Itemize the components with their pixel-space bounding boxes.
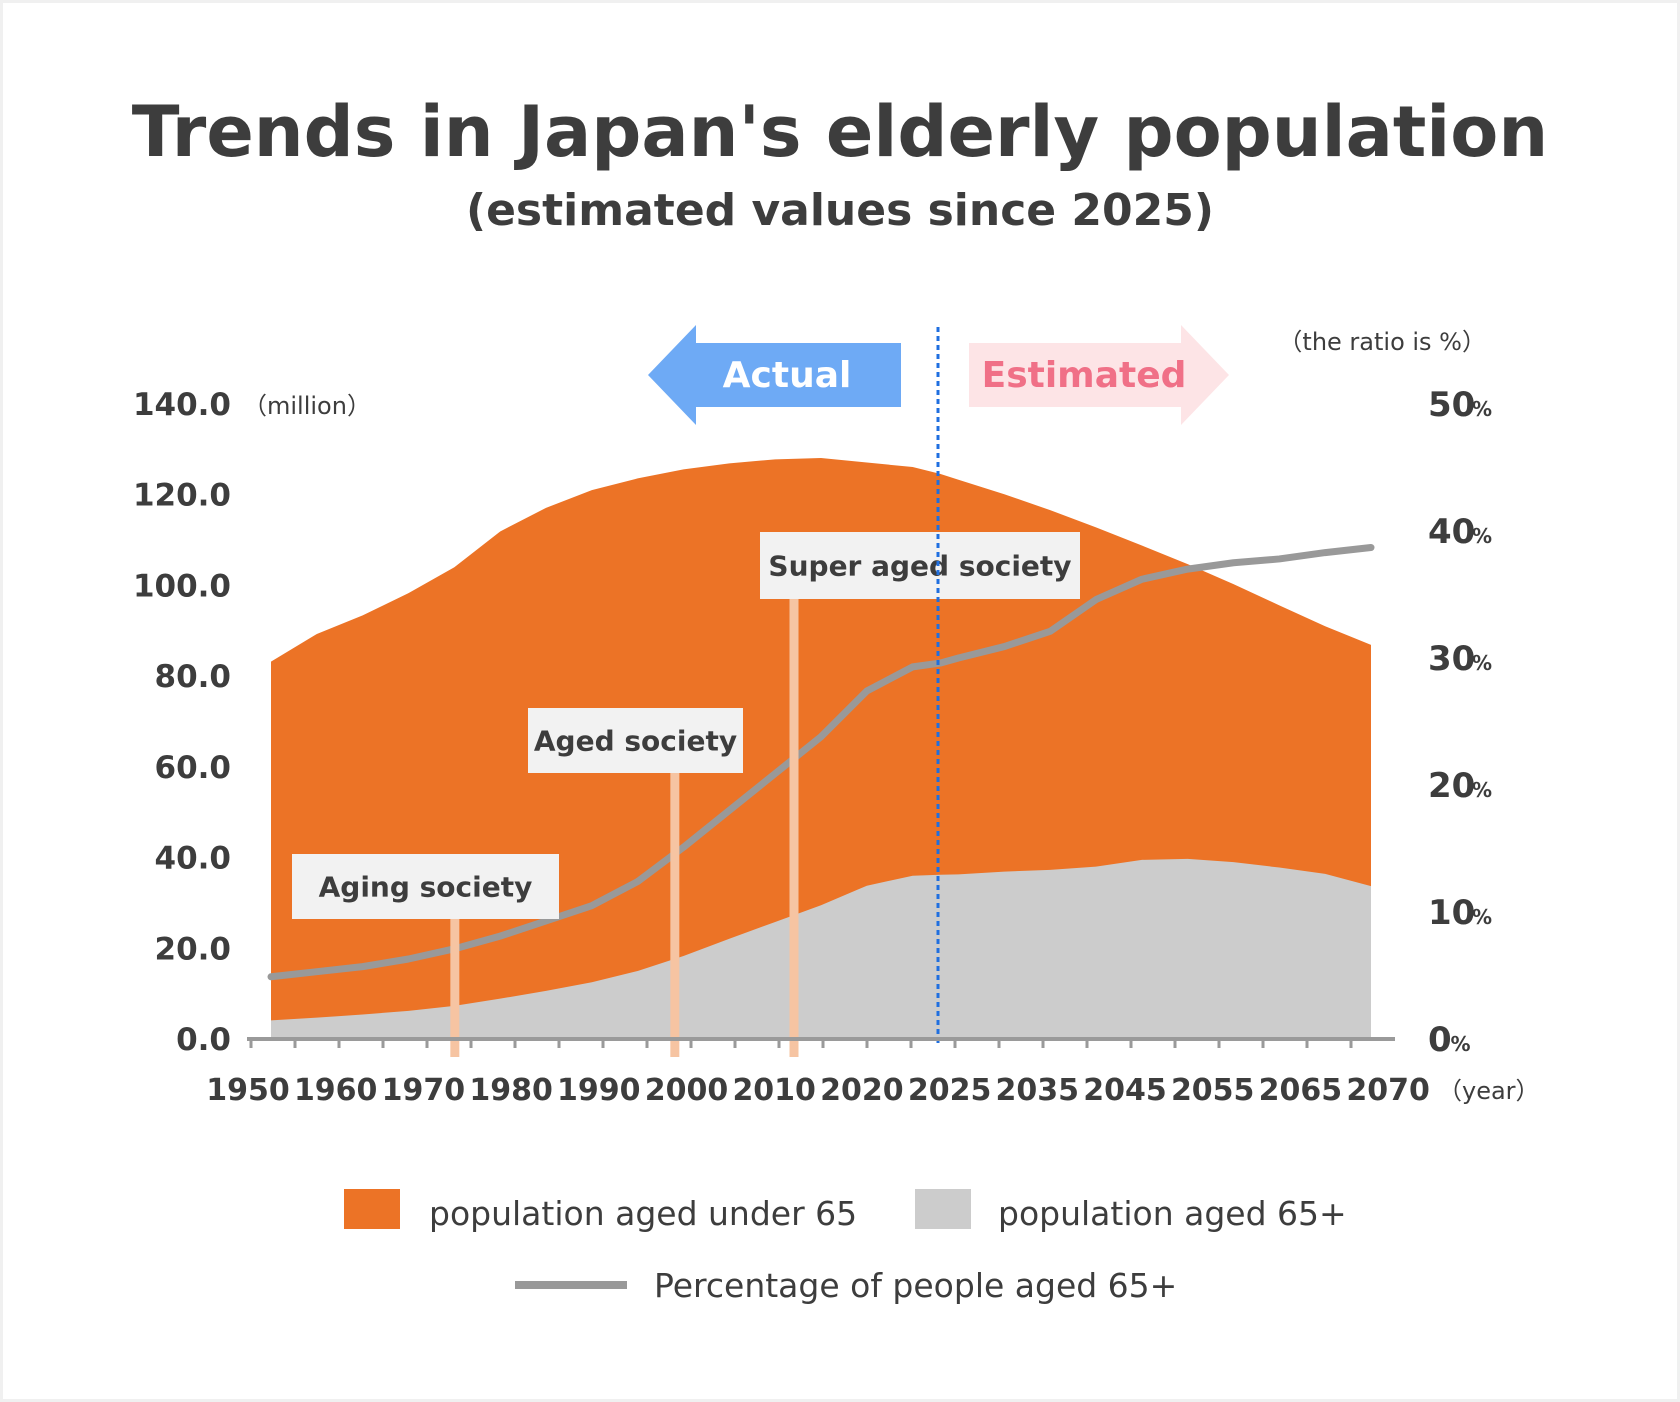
legend-label-over65: population aged 65+ (998, 1194, 1347, 1233)
x-tick-label: 1950 (206, 1073, 290, 1108)
x-tick-label: 1990 (557, 1073, 641, 1108)
estimated-arrow: Estimated (969, 325, 1229, 425)
y2-tick-label: 30 (1428, 639, 1475, 679)
y2-tick-percent: % (1472, 397, 1492, 421)
x-tick-label: 2065 (1259, 1073, 1343, 1108)
axes: 1950 1960 1970 1980 1990 2000 2010 2020 2025 2035… (133, 385, 1492, 1108)
y-tick-label: 120.0 (133, 478, 231, 514)
x-tick-label: 2010 (732, 1073, 816, 1108)
x-tick-label: 2020 (820, 1073, 904, 1108)
annotations: Aging society Aged society Super aged soci… (292, 532, 1080, 1057)
x-tick-label: 2055 (1171, 1073, 1255, 1108)
legend: population aged under 65 population aged… (344, 1189, 1347, 1305)
y-tick-label: 100.0 (133, 568, 231, 604)
annotation-label-1: Aging society (319, 871, 533, 904)
estimated-arrow-label: Estimated (982, 355, 1187, 396)
actual-arrow-shape (648, 325, 901, 425)
y-tick-label: 20.0 (155, 931, 232, 967)
area-over65 (271, 858, 1371, 1039)
x-tick-label: 2045 (1083, 1073, 1167, 1108)
annotation-leader-2 (670, 773, 680, 1057)
y2-tick-percent: % (1472, 651, 1492, 675)
chart-title: Trends in Japan's elderly population (132, 91, 1548, 173)
actual-arrow: Actual (648, 325, 901, 425)
annotation-leader-1 (450, 919, 460, 1057)
chart-subtitle: (estimated values since 2025) (466, 185, 1214, 236)
x-tick-label: 2070 (1346, 1073, 1430, 1108)
y2-tick-percent: % (1472, 778, 1492, 802)
annotation-label-2: Aged society (534, 725, 737, 758)
annotation-box-1 (292, 854, 559, 919)
y2-tick-percent: % (1472, 524, 1492, 548)
annotation-label-3: Super aged society (768, 550, 1071, 583)
x-tick-label: 2035 (996, 1073, 1080, 1108)
chart-canvas: Trends in Japan's elderly population (es… (132, 91, 1548, 1305)
annotation-leader-3 (789, 599, 799, 1057)
y-tick-label: 60.0 (155, 750, 232, 786)
legend-label-under65: population aged under 65 (429, 1194, 857, 1233)
right-axis-unit: （the ratio is %） (1278, 328, 1486, 356)
x-tick-label: 1960 (294, 1073, 378, 1108)
x-tick-label: 1970 (382, 1073, 466, 1108)
estimated-arrow-shape (969, 325, 1229, 425)
x-tick-label: 2000 (645, 1073, 729, 1108)
actual-arrow-label: Actual (723, 355, 852, 396)
annotation-box-2 (528, 708, 743, 773)
y2-tick-label: 10 (1428, 893, 1475, 933)
y-tick-label: 140.0 (133, 387, 231, 423)
annotation-box-3 (760, 532, 1080, 599)
y2-tick-percent: % (1451, 1032, 1471, 1056)
chart-frame: Trends in Japan's elderly population (es… (3, 3, 1677, 1399)
y-tick-label: 0.0 (176, 1022, 231, 1058)
x-tick-label: 1980 (469, 1073, 553, 1108)
legend-swatch-under65 (344, 1189, 400, 1229)
legend-label-ratio: Percentage of people aged 65+ (654, 1266, 1177, 1305)
left-axis-unit: （million） (243, 392, 371, 420)
y2-tick-label: 50 (1428, 385, 1475, 425)
y-tick-label: 80.0 (155, 659, 232, 695)
y-tick-label: 40.0 (155, 841, 232, 877)
x-axis-unit: （year） (1438, 1077, 1540, 1105)
x-tick-label: 2025 (908, 1073, 992, 1108)
y2-tick-label: 20 (1428, 766, 1475, 806)
y2-tick-label: 0 (1428, 1020, 1452, 1060)
ratio-line (267, 544, 1375, 981)
y2-tick-label: 40 (1428, 512, 1475, 552)
y2-tick-percent: % (1472, 905, 1492, 929)
legend-swatch-over65 (915, 1189, 971, 1229)
